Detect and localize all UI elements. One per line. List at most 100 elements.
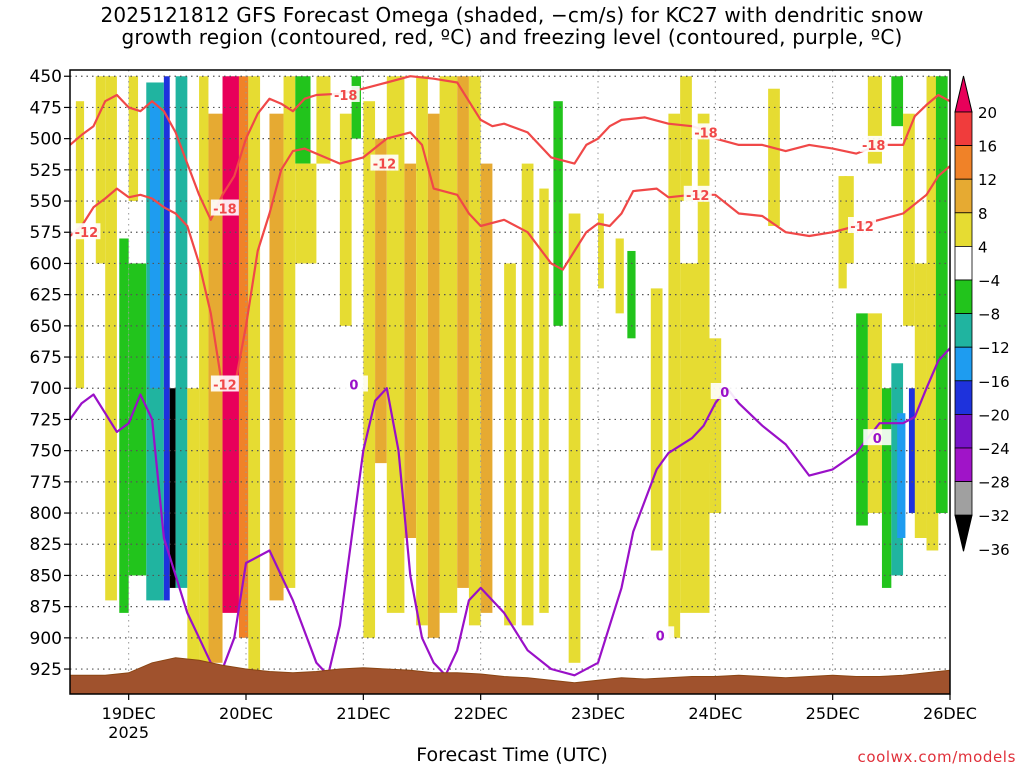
colorbar-label-4: 4: [978, 238, 988, 256]
omega-band-46: [697, 113, 710, 464]
colorbar-label-3: 8: [978, 205, 988, 223]
x-tick-label-25DEC: 25DEC: [806, 704, 860, 723]
y-tick-label-875: 875: [30, 598, 62, 618]
dgz-minus12-contour: [70, 131, 950, 390]
y-tick-label-625: 625: [30, 286, 62, 306]
omega-band-57: [897, 413, 906, 538]
y-tick-label-675: 675: [30, 348, 62, 368]
colorbar-label-0: 20: [978, 104, 997, 122]
y-tick-label-475: 475: [30, 98, 62, 118]
omega-band-17: [269, 113, 284, 601]
omega-band-27: [404, 163, 417, 538]
label-freezing-c: 0: [656, 629, 665, 644]
label-freezing-a-bg: [339, 375, 368, 392]
colorbar-bin-7: [954, 313, 973, 348]
omega-band-56: [891, 363, 904, 576]
label-dgz-m18-c-bg: [859, 135, 888, 152]
chart-title-line1: 2025121812 GFS Forecast Omega (shaded, −…: [100, 3, 924, 27]
omega-band-62: [935, 76, 948, 514]
omega-band-24: [363, 101, 376, 638]
colorbar-label-10: −24: [978, 440, 1010, 458]
label-dgz-m18-d: -18: [213, 203, 237, 218]
colorbar-bin-4: [954, 212, 973, 247]
label-freezing-d-bg: [863, 429, 892, 446]
y-tick-label-500: 500: [30, 130, 62, 150]
omega-band-8: [163, 76, 170, 601]
omega-band-28: [416, 76, 428, 626]
y-tick-label-775: 775: [30, 473, 62, 493]
chart-title-line2: growth region (contoured, red, ºC) and f…: [121, 25, 903, 49]
x-tick-label-24DEC: 24DEC: [688, 704, 742, 723]
omega-band-49: [838, 176, 847, 289]
y-tick-label-725: 725: [30, 410, 62, 430]
y-tick-label-750: 750: [30, 442, 62, 462]
colorbar-bin-9: [954, 380, 973, 415]
omega-band-32: [468, 76, 481, 626]
colorbar-label-7: −12: [978, 339, 1010, 357]
colorbar-bin-2: [954, 145, 973, 180]
y-tick-label-700: 700: [30, 379, 62, 399]
x-tick-label-19DEC: 19DEC: [102, 704, 156, 723]
colorbar-label-12: −32: [978, 507, 1010, 525]
colorbar: 20 16 12 8 4 −4 −8 −12 −16 −20 −24 −28 −32 −36: [954, 75, 1010, 559]
omega-band-52: [891, 76, 904, 127]
omega-band-33: [480, 163, 493, 613]
label-dgz-m18-a-bg: [331, 85, 360, 102]
label-freezing-a: 0: [349, 378, 358, 393]
omega-band-42: [650, 288, 663, 551]
y-tick-label-850: 850: [30, 566, 62, 586]
colorbar-top-arrow: [954, 75, 973, 113]
omega-band-2: [105, 76, 117, 601]
colorbar-label-11: −28: [978, 474, 1010, 492]
label-dgz-m12-a-bg: [72, 223, 101, 240]
omega-band-43: [668, 113, 681, 638]
label-dgz-m12-e-bg: [210, 375, 239, 392]
colorbar-label-2: 12: [978, 171, 997, 189]
y-tick-label-825: 825: [30, 535, 62, 555]
omega-band-14: [222, 76, 239, 613]
label-freezing-c-bg: [646, 626, 675, 643]
dgz-minus18-contour: [70, 75, 950, 221]
x-tick-label-20DEC: 20DEC: [219, 704, 273, 723]
label-dgz-m12-a: -12: [75, 226, 99, 241]
omega-band-59: [908, 388, 918, 514]
chart-title: 2025121812 GFS Forecast Omega (shaded, −…: [0, 4, 1024, 48]
y-axis: 450 475 500 525 550 575 600 625 650 675 700 725 750 7…: [30, 67, 70, 680]
omega-band-34: [504, 263, 516, 626]
y-tick-label-600: 600: [30, 254, 62, 274]
y-tick-label-900: 900: [30, 629, 62, 649]
x-tick-label-22DEC: 22DEC: [454, 704, 508, 723]
label-dgz-m12-d: -12: [850, 220, 874, 235]
x-axis-label: Forecast Time (UTC): [416, 744, 608, 766]
label-freezing-b-bg: [710, 382, 739, 399]
label-dgz-m18-a: -18: [334, 89, 358, 104]
omega-band-31: [457, 76, 469, 588]
omega-band-29: [427, 113, 440, 638]
omega-band-4: [128, 76, 139, 202]
y-tick-label-925: 925: [30, 660, 62, 680]
x-tick-label-21DEC: 21DEC: [336, 704, 390, 723]
x-tick-label-23DEC: 23DEC: [571, 704, 625, 723]
colorbar-bin-1: [954, 111, 973, 146]
omega-band-38: [568, 213, 581, 663]
omega-band-25: [375, 138, 387, 464]
omega-band-15: [238, 76, 249, 638]
grid-lines: [70, 70, 950, 694]
colorbar-label-8: −16: [978, 373, 1010, 391]
omega-band-37: [553, 101, 563, 326]
credit-link[interactable]: coolwx.com/models: [857, 748, 1016, 766]
colorbar-bin-5: [954, 245, 973, 281]
colorbar-bin-8: [954, 346, 973, 382]
omega-band-47: [709, 338, 722, 514]
label-freezing-d: 0: [873, 432, 882, 447]
y-tick-label-450: 450: [30, 67, 62, 87]
omega-band-58: [903, 113, 915, 326]
y-tick-label-650: 650: [30, 317, 62, 337]
colorbar-label-1: 16: [978, 138, 997, 156]
omega-band-54: [867, 313, 882, 514]
label-freezing-b: 0: [720, 386, 729, 401]
y-tick-label-525: 525: [30, 161, 62, 181]
label-dgz-m12-b: -12: [373, 158, 397, 173]
